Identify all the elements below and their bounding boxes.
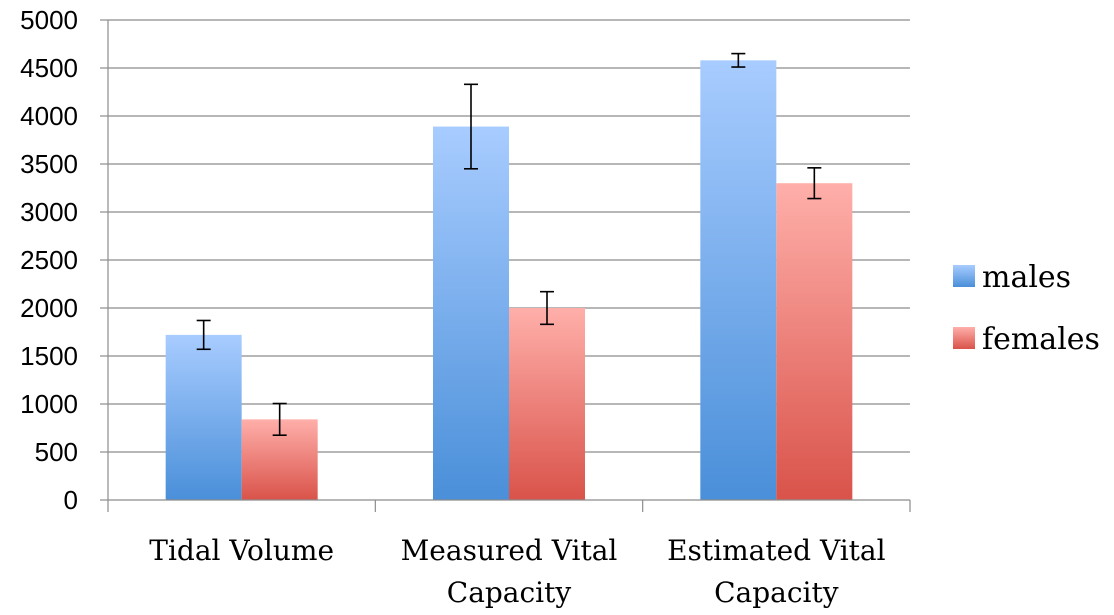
y-tick-label: 500 [35,437,78,467]
bar-males [165,334,242,500]
bar-males [700,60,777,500]
y-tick-label: 2000 [20,293,78,323]
y-tick-label: 5000 [20,5,78,35]
x-category-label: Tidal Volume [149,534,334,567]
y-tick-label: 2500 [20,245,78,275]
x-category-label: Estimated Vital [667,534,886,567]
legend-label-males: males [982,260,1071,295]
y-tick-label: 1000 [20,389,78,419]
legend-swatch-females [953,327,975,349]
legend-label-females: females [982,322,1100,357]
y-tick-label: 4500 [20,53,78,83]
axes: 0 500 1000 1500 2000 2500 3000 3500 4000 4500 5000… [20,5,911,609]
bar-males [433,126,509,500]
legend-swatch-males [953,265,975,287]
x-category-label: Measured Vital [401,534,618,567]
y-tick-label: 3000 [20,197,78,227]
bars [165,52,853,500]
y-tick-label: 0 [64,485,78,515]
x-category-label: Capacity [714,576,839,609]
x-category-label: Capacity [447,576,572,609]
bar-females [776,183,853,500]
y-tick-label: 1500 [20,341,78,371]
bar-females [509,308,585,500]
y-tick-label: 4000 [20,101,78,131]
y-tick-label: 3500 [20,149,78,179]
legend: males females [953,260,1100,357]
